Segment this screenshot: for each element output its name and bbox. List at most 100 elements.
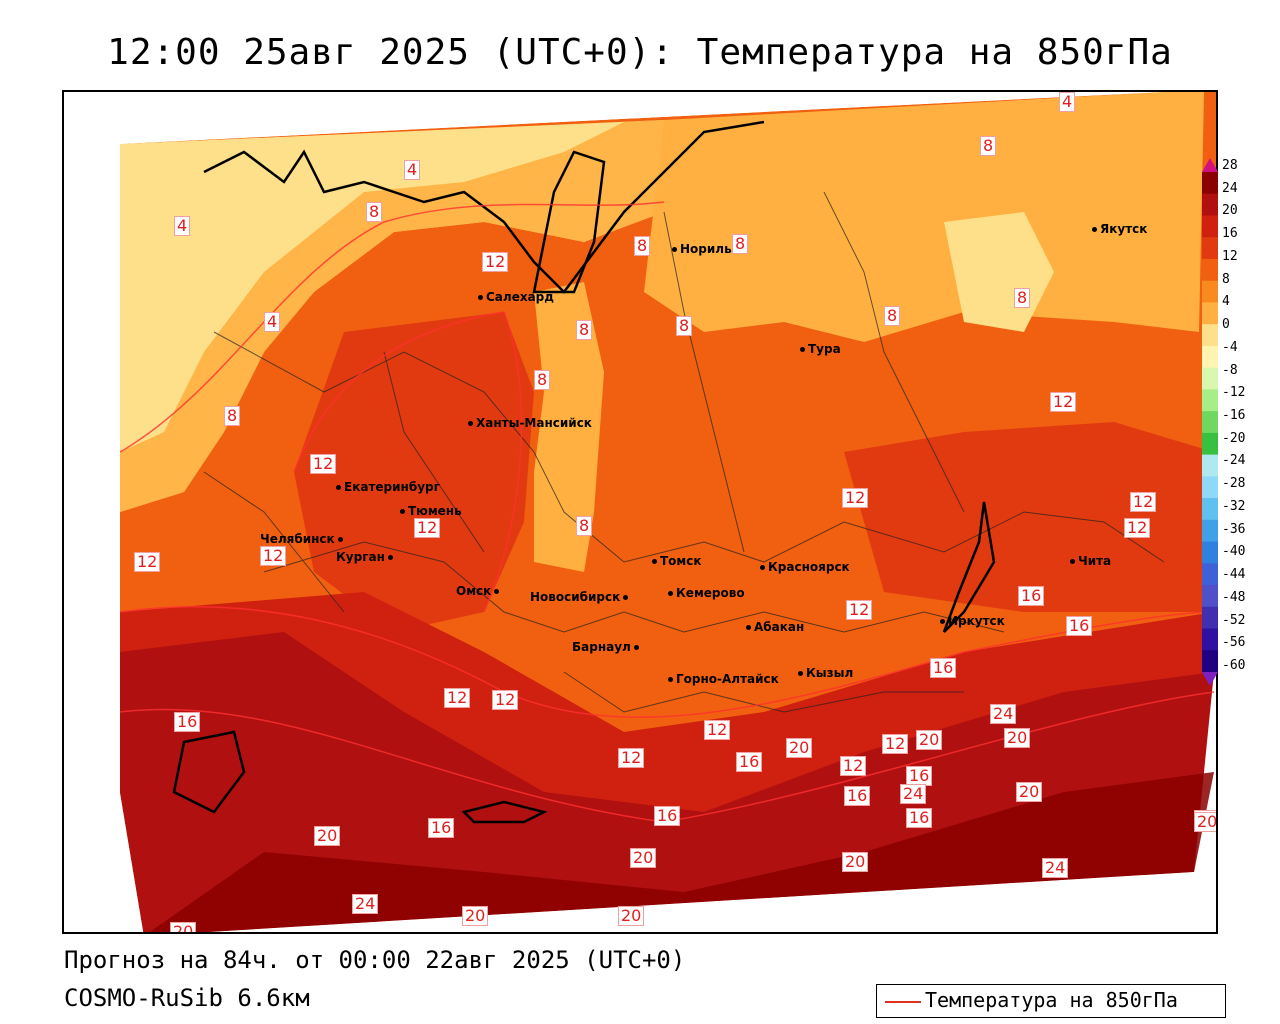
contour-value-label: 20 <box>314 826 341 846</box>
city-label: Челябинск <box>260 532 346 546</box>
colorbar-tick-label: -56 <box>1222 635 1246 651</box>
contour-value-label: 8 <box>676 316 693 336</box>
city-name: Томск <box>660 554 702 568</box>
colorbar-swatch <box>1202 432 1218 456</box>
colorbar-ticks: 28 24 20 16 12 8 4 0 -4 -8 -12 -16 -20 -24 -28 -32 -36 -4… <box>1222 158 1278 680</box>
city-dot-icon <box>672 247 677 252</box>
contour-value-label: 8 <box>884 306 901 326</box>
city-label: Екатеринбург <box>336 480 440 494</box>
city-name: Иркутск <box>948 614 1005 628</box>
colorbar-swatch <box>1202 650 1218 673</box>
city-name: Якутск <box>1100 222 1148 236</box>
contour-value-label: 12 <box>1130 492 1157 512</box>
colorbar-tick-label: -44 <box>1222 567 1246 583</box>
contour-value-label: 12 <box>492 690 519 710</box>
colorbar-tick-label: 8 <box>1222 271 1230 287</box>
city-dot-icon <box>337 537 343 542</box>
city-label: Новосибирск <box>530 590 631 604</box>
colorbar-tick-label: -48 <box>1222 589 1246 605</box>
contour-value-label: 20 <box>618 906 645 926</box>
contour-value-label: 12 <box>1050 392 1077 412</box>
colorbar-tick-label: -8 <box>1222 362 1238 378</box>
contour-value-label: 20 <box>916 730 943 750</box>
city-name: Кемерово <box>676 586 745 600</box>
city-dot-icon <box>623 595 629 600</box>
contour-value-label: 12 <box>704 720 731 740</box>
colorbar-swatch <box>1202 389 1218 412</box>
contour-value-label: 24 <box>1042 858 1069 878</box>
contour-value-label: 8 <box>576 320 593 340</box>
colorbar-tick-label: 0 <box>1222 317 1230 333</box>
contour-value-label: 12 <box>260 546 287 566</box>
city-dot-icon <box>1092 227 1097 232</box>
city-name: Салехард <box>486 290 554 304</box>
contour-value-label: 8 <box>980 136 997 156</box>
colorbar-swatch <box>1202 519 1218 543</box>
colorbar-tick-label: -16 <box>1222 408 1246 423</box>
city-label: Томск <box>652 554 702 568</box>
colorbar-tick-label: 28 <box>1222 158 1238 173</box>
city-dot-icon <box>652 559 657 564</box>
city-dot-icon <box>494 589 500 594</box>
colorbar-bottom-arrow <box>1202 672 1218 686</box>
colorbar-swatch <box>1202 454 1218 477</box>
colorbar-tick-label: -4 <box>1222 339 1238 355</box>
city-dot-icon <box>387 555 393 560</box>
city-name: Кызыл <box>806 666 854 680</box>
contour-value-label: 20 <box>170 922 197 932</box>
colorbar-swatch <box>1202 411 1218 434</box>
contour-value-label: 20 <box>786 738 813 758</box>
city-dot-icon <box>1070 559 1075 564</box>
contour-value-label: 12 <box>840 756 867 776</box>
contour-value-label: 12 <box>846 600 873 620</box>
contour-value-label: 12 <box>842 488 869 508</box>
city-name: Красноярск <box>768 560 850 574</box>
contour-value-label: 12 <box>310 454 337 474</box>
contour-value-label: 16 <box>736 752 763 772</box>
city-dot-icon <box>336 485 341 490</box>
contour-value-label: 12 <box>444 688 471 708</box>
contour-value-label: 16 <box>428 818 455 838</box>
city-label: Омск <box>456 584 502 598</box>
city-label: Горно-Алтайск <box>668 672 779 686</box>
legend-label: Температура на 850гПа <box>925 988 1178 1012</box>
city-label: Тура <box>800 342 841 356</box>
contour-value-label: 4 <box>1059 92 1076 112</box>
contour-value-label: 8 <box>224 406 241 426</box>
contour-value-label: 4 <box>264 312 281 332</box>
colorbar-swatch <box>1202 258 1218 282</box>
map-panel: Якутск Норильск Салехард Тура Ханты-Манс… <box>62 90 1218 934</box>
city-name: Тура <box>808 342 841 356</box>
colorbar-tick-label: -36 <box>1222 521 1246 537</box>
city-name: Барнаул <box>572 640 631 654</box>
contour-value-label: 24 <box>352 894 379 914</box>
city-dot-icon <box>760 565 765 570</box>
city-dot-icon <box>746 625 751 630</box>
contour-value-label: 12 <box>482 252 509 272</box>
city-name: Курган <box>336 550 385 564</box>
contour-value-label: 12 <box>618 748 645 768</box>
contour-value-label: 12 <box>1124 518 1151 538</box>
colorbar-swatch <box>1202 324 1218 347</box>
contour-value-label: 4 <box>174 216 191 236</box>
city-label: Ханты-Мансийск <box>468 416 592 430</box>
city-dot-icon <box>668 591 673 596</box>
contour-value-label: 8 <box>732 234 749 254</box>
city-label: Якутск <box>1092 222 1147 236</box>
colorbar-tick-label: -40 <box>1222 544 1246 560</box>
colorbar-tick-label: 20 <box>1222 203 1238 219</box>
contour-value-label: 8 <box>634 236 651 256</box>
contour-value-label: 16 <box>1066 616 1093 636</box>
city-label: Норильск <box>672 242 747 256</box>
city-name: Новосибирск <box>530 590 621 604</box>
city-name: Ханты-Мансийск <box>476 416 592 430</box>
city-dot-icon <box>478 295 483 300</box>
contour-value-label: 20 <box>1194 812 1216 832</box>
colorbar-tick-label: 24 <box>1222 180 1238 196</box>
legend: Температура на 850гПа <box>876 984 1226 1018</box>
contour-value-label: 4 <box>404 160 421 180</box>
colorbar-swatch <box>1202 215 1218 238</box>
model-name: COSMO-RuSib 6.6км <box>64 984 310 1012</box>
city-dot-icon <box>400 509 405 514</box>
colorbar-swatch <box>1202 498 1218 521</box>
